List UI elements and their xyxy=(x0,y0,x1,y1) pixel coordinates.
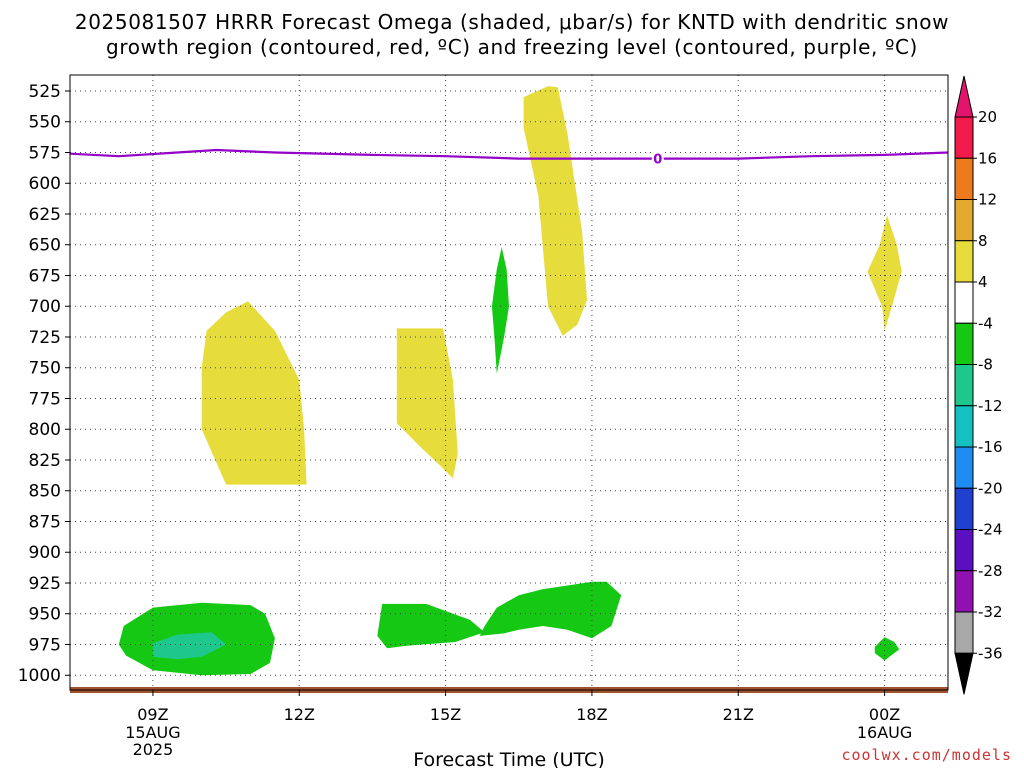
x-axis-label: Forecast Time (UTC) xyxy=(413,749,604,768)
y-tick-label-750: 750 xyxy=(29,359,61,379)
colorbar-segment-0 xyxy=(954,116,974,159)
y-tick-label-600: 600 xyxy=(29,174,61,194)
x-tick-date-9: 15AUG xyxy=(125,723,180,742)
y-axis: 525 550 575 600 625 650 675 700 725 750 775 800 825 8… xyxy=(18,82,70,686)
omega-region-0 xyxy=(523,86,587,336)
colorbar-label-6: -8 xyxy=(978,356,993,374)
omega-region-3 xyxy=(867,215,902,331)
colorbar-segment-3 xyxy=(954,240,974,283)
x-tick-year-9: 2025 xyxy=(133,740,174,759)
y-tick-label-775: 775 xyxy=(29,389,61,409)
colorbar-segment-7 xyxy=(954,405,974,448)
colorbar-label-1: 16 xyxy=(978,149,997,167)
y-tick-label-1000: 1000 xyxy=(18,666,61,686)
colorbar-label-4: 4 xyxy=(978,273,988,291)
y-tick-label-725: 725 xyxy=(29,328,61,348)
omega-region-6 xyxy=(152,632,227,660)
omega-region-4 xyxy=(491,247,509,374)
colorbar-segment-11 xyxy=(954,570,974,613)
colorbar-segment-6 xyxy=(954,364,974,407)
y-tick-label-875: 875 xyxy=(29,512,61,532)
colorbar-label-10: -24 xyxy=(978,521,1003,539)
x-tick-date-24: 16AUG xyxy=(857,723,912,742)
y-tick-label-625: 625 xyxy=(29,205,61,225)
y-tick-label-575: 575 xyxy=(29,143,61,163)
x-tick-label-21: 21Z xyxy=(723,705,754,724)
x-tick-label-15: 15Z xyxy=(430,705,461,724)
colorbar-segment-12 xyxy=(954,611,974,654)
y-tick-label-800: 800 xyxy=(29,420,61,440)
y-tick-label-950: 950 xyxy=(29,605,61,625)
omega-region-1 xyxy=(201,301,307,485)
colorbar-segment-5 xyxy=(954,322,974,365)
x-tick-label-12: 12Z xyxy=(284,705,315,724)
x-tick-label-18: 18Z xyxy=(576,705,607,724)
x-tick-label-9: 09Z xyxy=(137,705,168,724)
omega-shaded-regions xyxy=(118,86,902,676)
colorbar: 20 16 12 8 4 -4 -8 -12 -16 -20 -24 -28 -32 -36 xyxy=(954,75,1003,695)
colorbar-label-8: -16 xyxy=(978,438,1003,456)
colorbar-segment-9 xyxy=(954,487,974,530)
freezing-level-contour: 0 xyxy=(69,148,949,168)
colorbar-top-arrow xyxy=(954,75,974,118)
chart-title-line2: growth region (contoured, red, ºC) and f… xyxy=(106,35,918,59)
y-tick-label-550: 550 xyxy=(29,113,61,133)
colorbar-label-7: -12 xyxy=(978,397,1003,415)
colorbar-label-12: -32 xyxy=(978,603,1003,621)
colorbar-label-13: -36 xyxy=(978,644,1003,662)
colorbar-label-2: 12 xyxy=(978,191,997,209)
colorbar-segment-2 xyxy=(954,199,974,242)
colorbar-label-5: -4 xyxy=(978,314,993,332)
omega-region-8 xyxy=(479,581,622,639)
colorbar-label-9: -20 xyxy=(978,479,1003,497)
colorbar-bottom-arrow xyxy=(954,652,974,695)
y-tick-label-925: 925 xyxy=(29,574,61,594)
freezing-level-label: 0 xyxy=(653,153,662,168)
freezing-level-label-bg xyxy=(651,150,664,167)
colorbar-segment-8 xyxy=(954,446,974,489)
credit-text: coolwx.com/models xyxy=(841,746,1012,764)
y-tick-label-700: 700 xyxy=(29,297,61,317)
colorbar-label-0: 20 xyxy=(978,108,997,126)
omega-region-7 xyxy=(377,603,485,649)
y-tick-label-675: 675 xyxy=(29,266,61,286)
y-tick-label-525: 525 xyxy=(29,82,61,102)
y-tick-label-825: 825 xyxy=(29,451,61,471)
freezing-level-line xyxy=(69,148,949,160)
y-tick-label-850: 850 xyxy=(29,482,61,502)
colorbar-segment-10 xyxy=(954,529,974,572)
chart-title-line1: 2025081507 HRRR Forecast Omega (shaded, … xyxy=(74,10,950,34)
y-tick-label-650: 650 xyxy=(29,236,61,256)
x-tick-label-24: 00Z xyxy=(869,705,900,724)
omega-region-9 xyxy=(874,637,900,661)
y-tick-label-900: 900 xyxy=(29,543,61,563)
plot-frame xyxy=(69,74,949,691)
omega-region-2 xyxy=(396,328,458,479)
colorbar-segment-1 xyxy=(954,157,974,200)
colorbar-label-3: 8 xyxy=(978,232,988,250)
y-tick-label-975: 975 xyxy=(29,635,61,655)
colorbar-label-11: -28 xyxy=(978,562,1003,580)
colorbar-segment-4 xyxy=(954,281,974,324)
